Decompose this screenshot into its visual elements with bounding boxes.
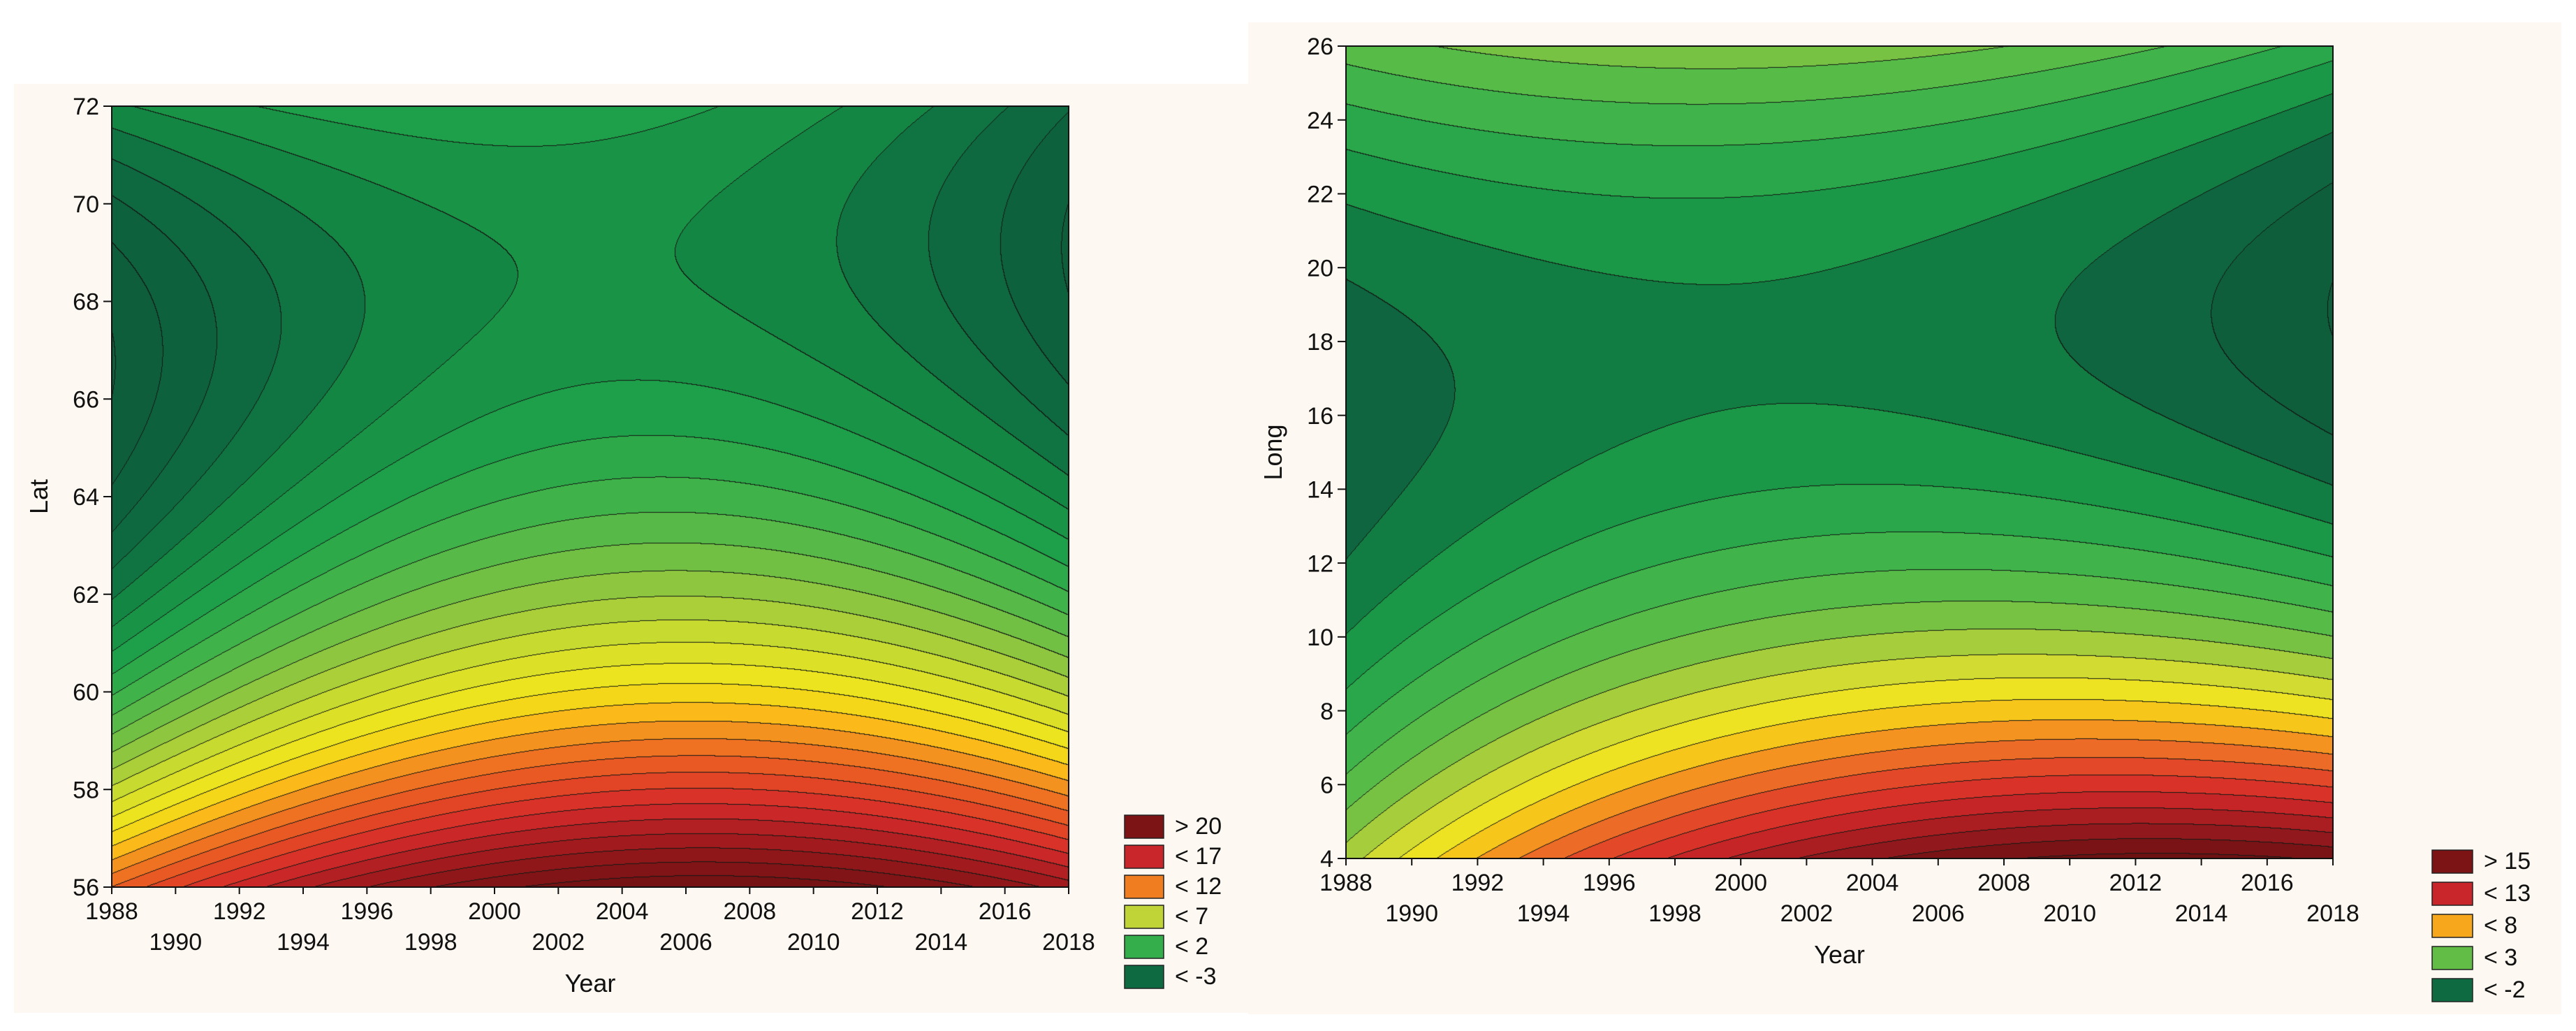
y-tick-label: 62 — [73, 582, 99, 608]
x-tick-label: 1988 — [85, 898, 138, 925]
y-tick-label: 72 — [73, 94, 99, 120]
y-axis-title: Long — [1259, 424, 1287, 480]
legend-label: < 17 — [1175, 843, 1222, 870]
x-tick-label: 1998 — [1648, 900, 1702, 927]
x-tick-label: 2008 — [1977, 870, 2030, 896]
long-contour-chart: 4 6 8 10 12 14 16 18 20 22 24 26 1988 1992 1996 2000 200… — [1259, 34, 2531, 1003]
y-tick-label: 56 — [73, 875, 99, 901]
x-tick-label: 1994 — [277, 929, 330, 956]
x-tick-label: 1990 — [149, 929, 203, 956]
x-tick-label: 2002 — [532, 929, 585, 956]
x-tick-label: 2004 — [1846, 870, 1899, 896]
legend-label: > 20 — [1175, 813, 1222, 840]
y-tick-label: 6 — [1320, 773, 1333, 799]
y-tick-label: 22 — [1307, 182, 1333, 208]
legend-label: < 2 — [1175, 933, 1208, 960]
x-tick-label: 1988 — [1319, 870, 1373, 896]
legend-swatch — [1124, 965, 1164, 989]
x-tick-label: 2004 — [596, 898, 649, 925]
y-axis-title: Lat — [24, 479, 53, 514]
x-tick-label: 1992 — [1451, 870, 1505, 896]
y-tick-label: 8 — [1320, 699, 1333, 725]
y-tick-label: 66 — [73, 386, 99, 413]
legend-swatch — [1124, 935, 1164, 959]
contour-surface — [1346, 46, 2333, 858]
legend-label: < 8 — [2484, 912, 2517, 939]
x-tick-label: 2010 — [787, 929, 840, 956]
x-tick-label: 2018 — [1042, 929, 1095, 956]
legend-swatch — [1124, 905, 1164, 929]
y-tick-label: 10 — [1307, 624, 1333, 651]
y-tick-label: 14 — [1307, 477, 1333, 504]
x-tick-label: 1990 — [1385, 900, 1438, 927]
x-tick-label: 2012 — [2109, 870, 2162, 896]
legend-swatch — [2431, 978, 2473, 1002]
long-contour-panel: 4 6 8 10 12 14 16 18 20 22 24 26 1988 1992 1996 2000 200… — [1248, 22, 2561, 1014]
x-axis-title: Year — [565, 969, 616, 997]
x-tick-label: 2006 — [1912, 900, 1965, 927]
legend-swatch — [2431, 849, 2473, 874]
x-tick-label: 2002 — [1780, 900, 1834, 927]
legend-swatch — [2431, 882, 2473, 906]
x-tick-label: 1998 — [404, 929, 458, 956]
legend-swatch — [2431, 946, 2473, 970]
y-tick-label: 4 — [1320, 846, 1333, 872]
legend-label: < 13 — [2484, 880, 2531, 907]
legend-swatch — [2431, 914, 2473, 938]
x-tick-label: 1996 — [1583, 870, 1636, 896]
x-tick-label: 2014 — [915, 929, 968, 956]
lat-contour-panel: 56 58 60 62 64 66 68 70 72 1988 1992 1996 2000 2004 20… — [14, 84, 1250, 1013]
x-tick-label: 1996 — [341, 898, 394, 925]
lat-contour-chart: 56 58 60 62 64 66 68 70 72 1988 1992 1996 2000 2004 20… — [24, 94, 1222, 997]
y-tick-label: 68 — [73, 289, 99, 316]
legend-label: < -3 — [1175, 963, 1217, 990]
y-tick-label: 70 — [73, 191, 99, 218]
y-tick-label: 12 — [1307, 550, 1333, 577]
y-tick-label: 16 — [1307, 403, 1333, 430]
x-tick-label: 2014 — [2175, 900, 2228, 927]
plot-frame — [1345, 45, 2334, 859]
x-tick-label: 1992 — [213, 898, 266, 925]
legend-label: < 12 — [1175, 873, 1222, 900]
legend-swatch — [1124, 875, 1164, 899]
y-tick-label: 26 — [1307, 34, 1333, 60]
x-tick-label: 2016 — [2241, 870, 2294, 896]
legend-label: > 15 — [2484, 848, 2531, 875]
x-tick-label: 2000 — [468, 898, 521, 925]
y-tick-label: 20 — [1307, 255, 1333, 281]
legend-label: < 3 — [2484, 944, 2517, 971]
y-tick-label: 64 — [73, 484, 99, 511]
x-tick-label: 1994 — [1517, 900, 1570, 927]
x-tick-label: 2006 — [659, 929, 712, 956]
x-tick-label: 2010 — [2043, 900, 2096, 927]
x-tick-label: 2016 — [979, 898, 1032, 925]
y-tick-label: 58 — [73, 777, 99, 803]
legend-swatch — [1124, 844, 1164, 869]
x-tick-label: 2008 — [724, 898, 777, 925]
legend-label: < 7 — [1175, 903, 1208, 930]
contour-surface — [112, 106, 1069, 887]
x-tick-label: 2000 — [1714, 870, 1767, 896]
x-tick-label: 2018 — [2306, 900, 2359, 927]
legend-swatch — [1124, 814, 1164, 839]
y-tick-label: 24 — [1307, 108, 1333, 134]
x-tick-label: 2012 — [851, 898, 904, 925]
legend-label: < -2 — [2484, 977, 2526, 1003]
y-tick-label: 60 — [73, 680, 99, 706]
x-axis-title: Year — [1814, 940, 1865, 969]
y-tick-label: 18 — [1307, 329, 1333, 356]
